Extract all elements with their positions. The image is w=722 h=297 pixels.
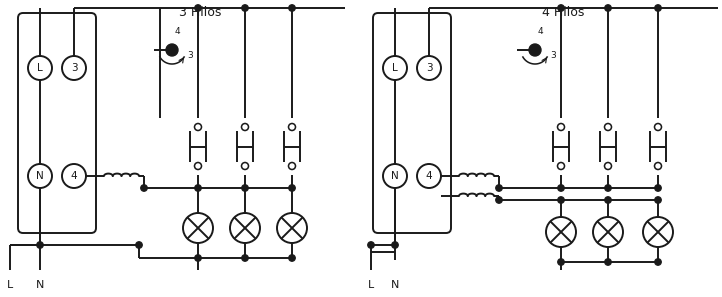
Circle shape — [655, 259, 661, 265]
Circle shape — [383, 164, 407, 188]
Circle shape — [655, 5, 661, 11]
Circle shape — [241, 162, 248, 170]
Circle shape — [605, 259, 612, 265]
Circle shape — [417, 164, 441, 188]
Circle shape — [643, 217, 673, 247]
Circle shape — [62, 56, 86, 80]
Circle shape — [194, 162, 201, 170]
Text: 4: 4 — [71, 171, 77, 181]
Circle shape — [593, 217, 623, 247]
Circle shape — [289, 185, 295, 191]
Text: 4: 4 — [537, 28, 543, 37]
Circle shape — [195, 5, 201, 11]
Circle shape — [195, 255, 201, 261]
Text: 3 Hilos: 3 Hilos — [179, 7, 221, 20]
Circle shape — [136, 242, 142, 248]
Circle shape — [558, 185, 564, 191]
Text: 4: 4 — [174, 28, 180, 37]
Circle shape — [604, 124, 612, 130]
Circle shape — [62, 164, 86, 188]
Circle shape — [496, 197, 503, 203]
Circle shape — [183, 213, 213, 243]
Circle shape — [367, 242, 374, 248]
Circle shape — [28, 56, 52, 80]
Circle shape — [546, 217, 576, 247]
Circle shape — [37, 242, 43, 248]
Circle shape — [558, 259, 564, 265]
Text: 3: 3 — [426, 63, 432, 73]
Circle shape — [289, 124, 295, 130]
Circle shape — [529, 44, 541, 56]
Circle shape — [289, 162, 295, 170]
Text: 3: 3 — [550, 50, 556, 59]
Circle shape — [558, 5, 564, 11]
Circle shape — [496, 185, 503, 191]
Circle shape — [141, 185, 147, 191]
Text: N: N — [36, 280, 44, 290]
Circle shape — [383, 56, 407, 80]
Circle shape — [194, 124, 201, 130]
Text: N: N — [391, 171, 399, 181]
Circle shape — [242, 5, 248, 11]
Circle shape — [230, 213, 260, 243]
Text: N: N — [36, 171, 44, 181]
Text: 3: 3 — [187, 50, 193, 59]
Circle shape — [655, 197, 661, 203]
FancyBboxPatch shape — [373, 13, 451, 233]
Text: 4 Hilos: 4 Hilos — [542, 7, 584, 20]
Circle shape — [166, 44, 178, 56]
Text: 3: 3 — [71, 63, 77, 73]
Circle shape — [655, 162, 661, 170]
Circle shape — [557, 162, 565, 170]
Circle shape — [655, 185, 661, 191]
Text: N: N — [391, 280, 399, 290]
Circle shape — [195, 185, 201, 191]
Text: 4: 4 — [426, 171, 432, 181]
Text: L: L — [368, 280, 374, 290]
Circle shape — [289, 5, 295, 11]
Circle shape — [392, 242, 399, 248]
Text: L: L — [392, 63, 398, 73]
Circle shape — [605, 197, 612, 203]
Circle shape — [28, 164, 52, 188]
Circle shape — [289, 255, 295, 261]
Circle shape — [605, 185, 612, 191]
Text: L: L — [7, 280, 13, 290]
Circle shape — [605, 5, 612, 11]
Circle shape — [558, 197, 564, 203]
Circle shape — [277, 213, 307, 243]
Circle shape — [557, 124, 565, 130]
Circle shape — [242, 255, 248, 261]
Circle shape — [604, 162, 612, 170]
Circle shape — [242, 185, 248, 191]
FancyBboxPatch shape — [18, 13, 96, 233]
Circle shape — [417, 56, 441, 80]
Text: L: L — [37, 63, 43, 73]
Circle shape — [655, 124, 661, 130]
Circle shape — [241, 124, 248, 130]
